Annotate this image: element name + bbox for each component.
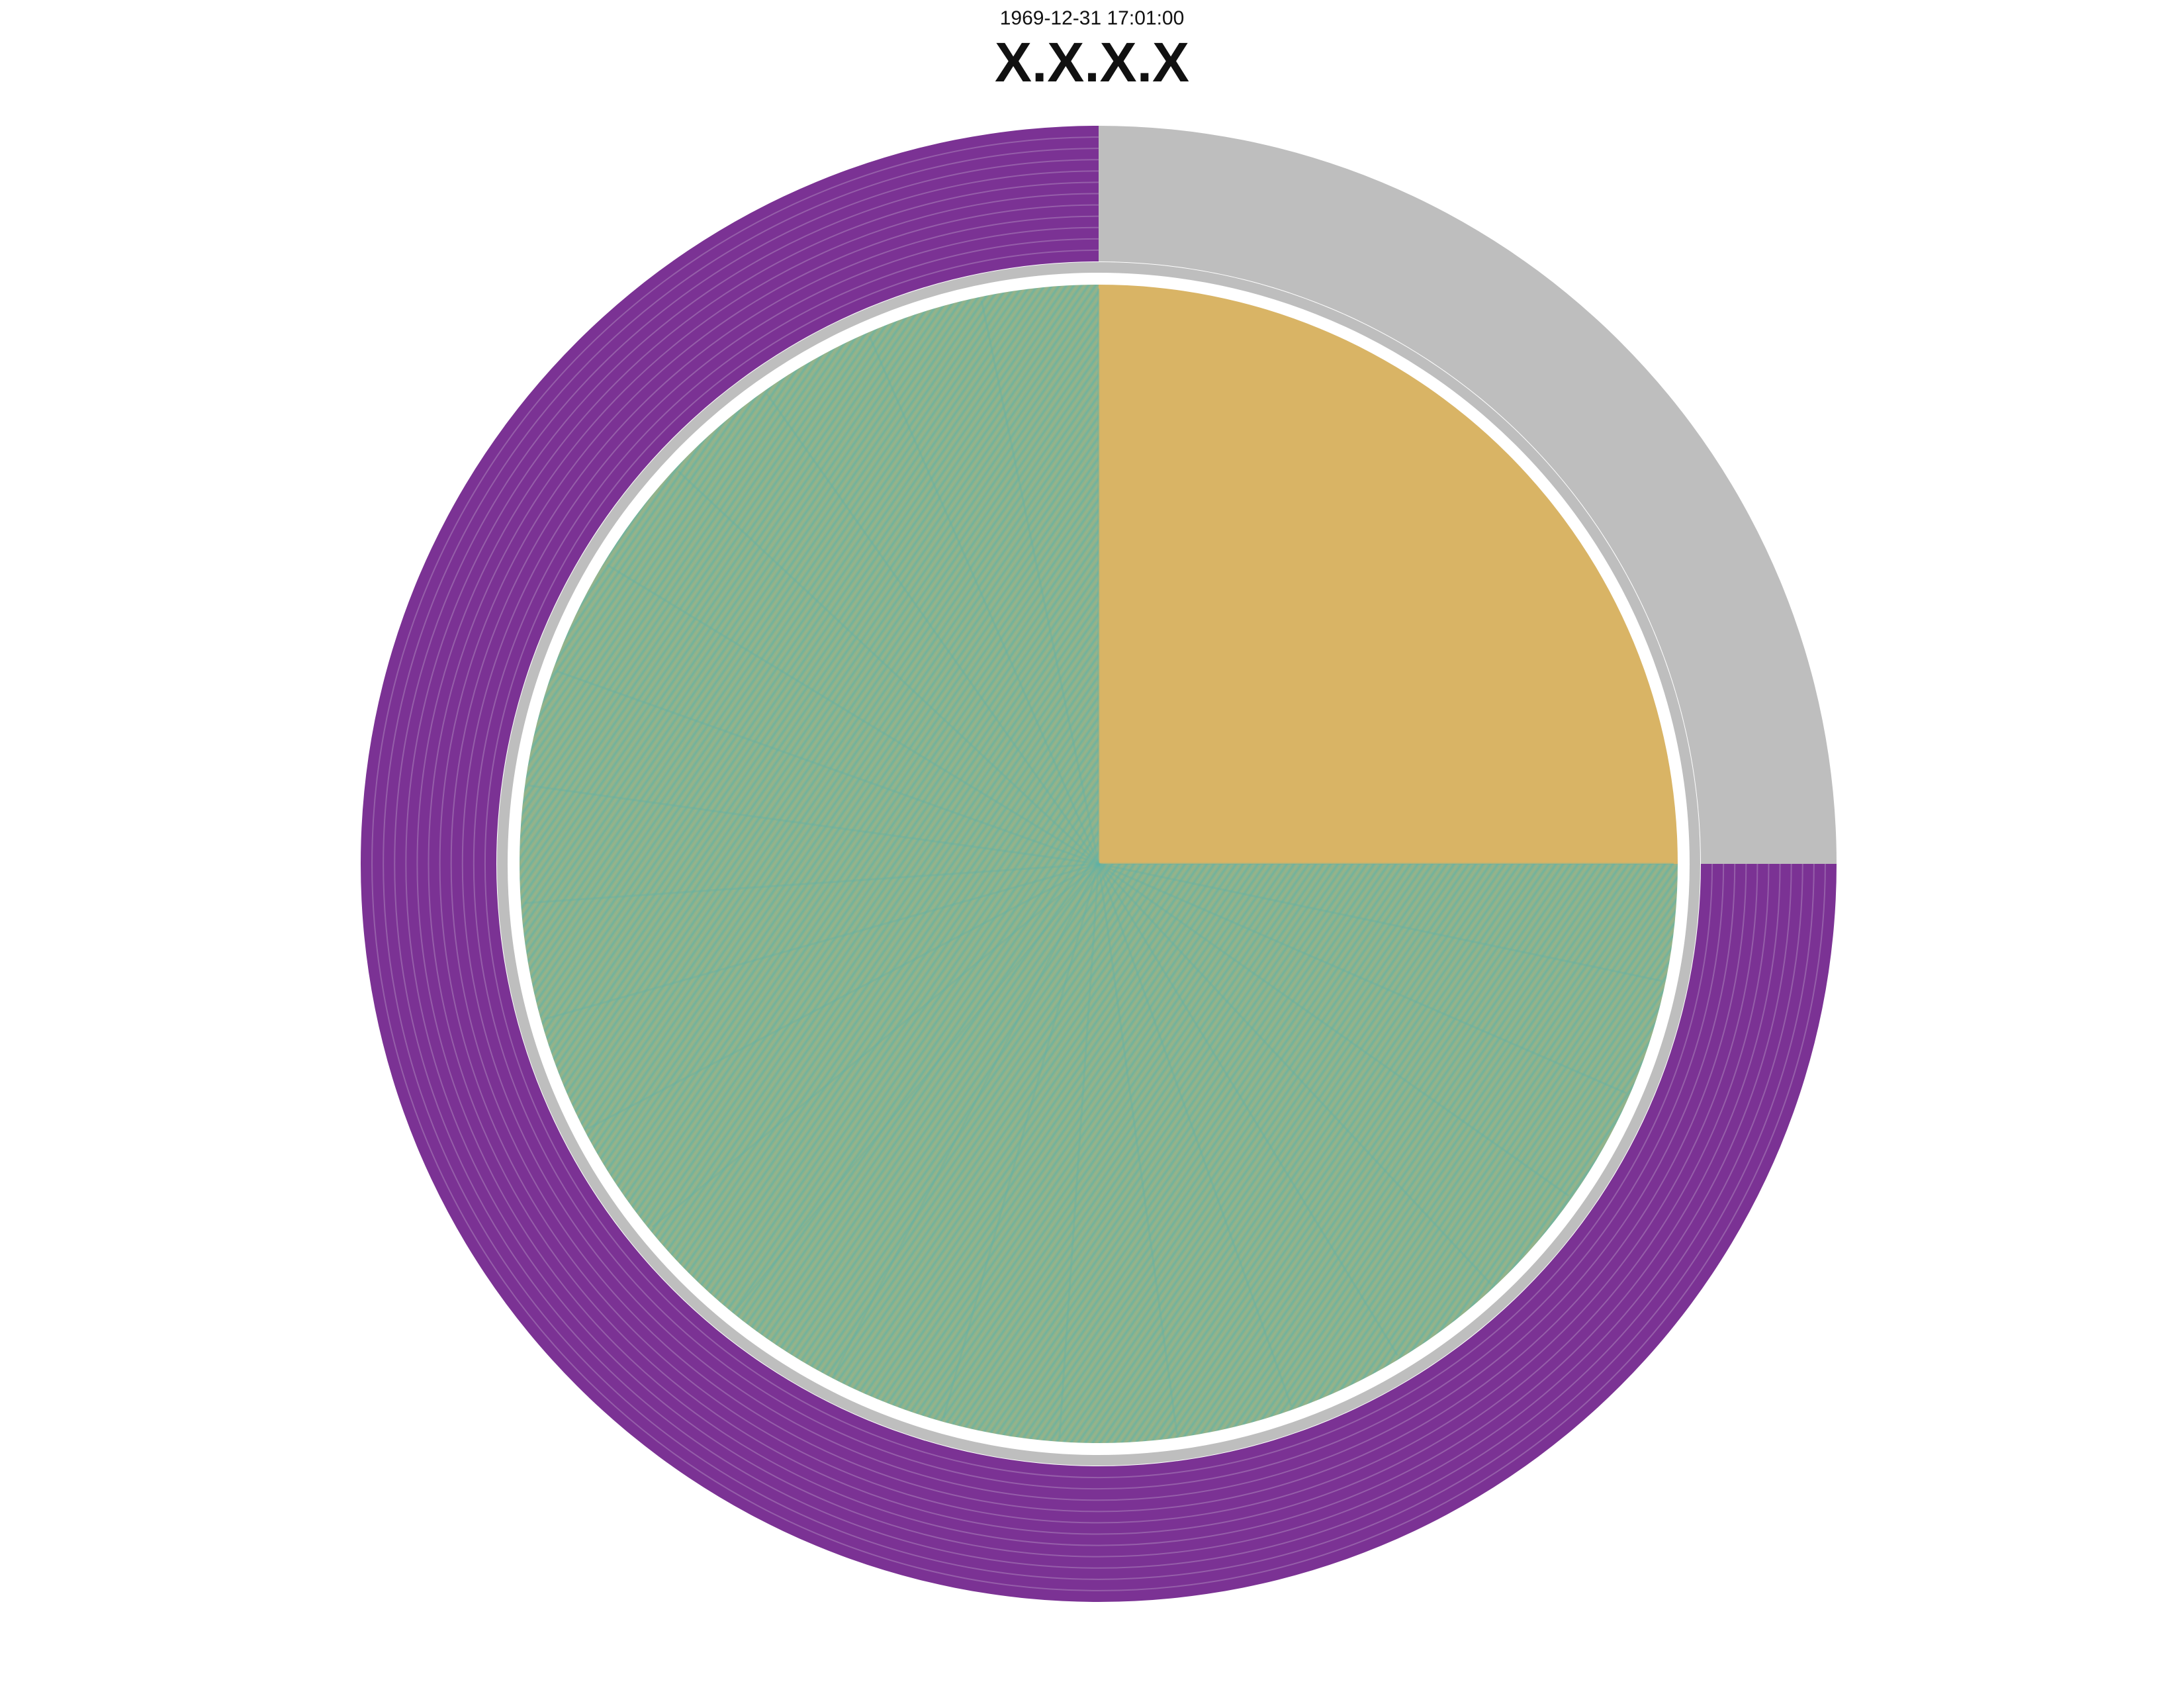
separator-gap bbox=[508, 273, 1690, 1455]
inner-ray-2 bbox=[1098, 863, 1627, 1094]
outer-ring-stripe-1 bbox=[484, 249, 1713, 1479]
inner-ring-segment-1 bbox=[520, 285, 1678, 1443]
inner-ray-3 bbox=[1098, 863, 1569, 1197]
inner-ray-20 bbox=[766, 393, 1100, 865]
outer-ring-segment-0 bbox=[1099, 126, 1837, 864]
inner-ray-16 bbox=[528, 784, 1099, 865]
inner-ray-22 bbox=[980, 300, 1100, 865]
outer-ring-stripe-9 bbox=[394, 159, 1803, 1569]
inner-ray-13 bbox=[587, 863, 1099, 1130]
inner-ring bbox=[520, 285, 1678, 1443]
inner-ray-11 bbox=[735, 863, 1100, 1311]
outer-ring-stripe-11 bbox=[371, 136, 1826, 1591]
outer-ring-stripe-2 bbox=[473, 238, 1725, 1490]
inner-ray-8 bbox=[1058, 863, 1100, 1438]
separator-band bbox=[497, 262, 1700, 1466]
outer-ring-stripe-8 bbox=[405, 170, 1792, 1558]
inner-ray-15 bbox=[524, 863, 1099, 904]
inner-ray-5 bbox=[1097, 863, 1398, 1356]
outer-ring-stripe-4 bbox=[450, 215, 1747, 1513]
chart-timestamp: 1969-12-31 17:01:00 bbox=[999, 7, 1185, 29]
outer-ring-stripe-3 bbox=[461, 226, 1736, 1501]
inner-ray-4 bbox=[1097, 863, 1492, 1286]
inner-ray-12 bbox=[651, 863, 1099, 1228]
outer-ring-stripe-10 bbox=[383, 148, 1815, 1580]
inner-ray-18 bbox=[606, 564, 1099, 865]
inner-ray-10 bbox=[833, 863, 1100, 1376]
outer-ring-stripe-6 bbox=[428, 193, 1770, 1535]
inner-ray-14 bbox=[544, 863, 1099, 1020]
outer-ring-stripe-5 bbox=[439, 204, 1758, 1524]
inner-ray-6 bbox=[1097, 863, 1293, 1407]
outer-ring-stripe-7 bbox=[416, 181, 1781, 1546]
outer-ring bbox=[361, 126, 1837, 1602]
inner-ray-17 bbox=[556, 670, 1099, 865]
inner-ring-segment-0 bbox=[1099, 285, 1678, 864]
chart-title: X.X.X.X bbox=[994, 31, 1190, 93]
inner-ray-9 bbox=[942, 863, 1100, 1419]
inner-ray-1 bbox=[1098, 863, 1662, 982]
ring-separator bbox=[497, 262, 1700, 1466]
inner-ray-19 bbox=[677, 470, 1100, 865]
inner-ray-7 bbox=[1097, 863, 1178, 1434]
inner-ray-21 bbox=[868, 336, 1100, 865]
